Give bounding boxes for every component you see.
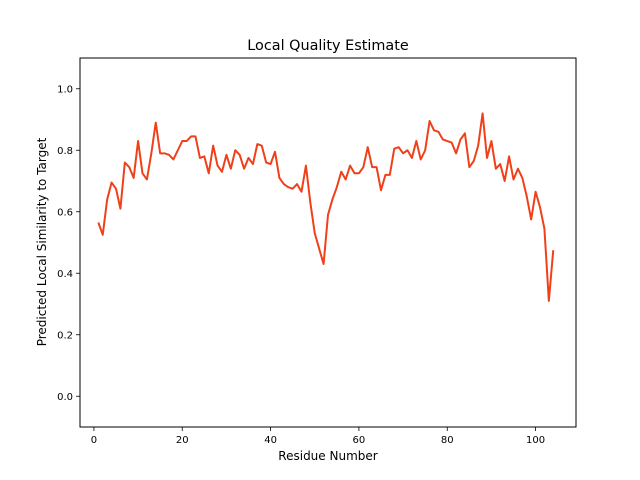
x-tick-label: 60 bbox=[353, 435, 366, 446]
x-tick-label: 0 bbox=[91, 435, 97, 446]
y-axis-label: Predicted Local Similarity to Target bbox=[35, 137, 49, 346]
y-tick-label: 0.6 bbox=[57, 207, 73, 218]
series-line bbox=[97, 112, 555, 302]
x-tick-label: 20 bbox=[176, 435, 189, 446]
x-axis-ticks: 0 20 40 60 80 100 bbox=[91, 427, 545, 446]
x-axis-label: Residue Number bbox=[278, 449, 377, 463]
y-tick-label: 1.0 bbox=[57, 84, 73, 95]
chart-title: Local Quality Estimate bbox=[247, 38, 409, 54]
y-tick-label: 0.4 bbox=[57, 269, 73, 280]
x-tick-label: 80 bbox=[441, 435, 454, 446]
x-tick-label: 40 bbox=[264, 435, 277, 446]
y-tick-label: 0.2 bbox=[57, 330, 73, 341]
y-tick-label: 0.8 bbox=[57, 146, 73, 157]
plot-frame bbox=[79, 57, 577, 428]
y-tick-label: 0.0 bbox=[57, 392, 73, 403]
x-tick-label: 100 bbox=[526, 435, 545, 446]
y-axis-ticks: 0.0 0.2 0.4 0.6 0.8 1.0 bbox=[57, 84, 80, 403]
